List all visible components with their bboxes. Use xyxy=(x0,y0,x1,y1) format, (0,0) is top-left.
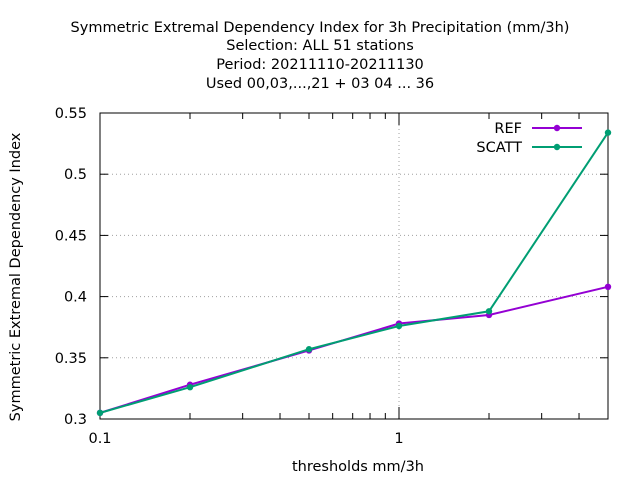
axes: 0.3 0.35 0.4 0.45 0.5 0.55 0.1 1 xyxy=(55,106,609,447)
chart-title-line-3: Period: 20211110-20211130 xyxy=(216,57,424,73)
chart-title-line-2: Selection: ALL 51 stations xyxy=(226,38,414,54)
data-point xyxy=(96,409,104,417)
series-line xyxy=(99,285,609,414)
legend: REF SCATT xyxy=(476,121,582,156)
chart-title-line-4: Used 00,03,...,21 + 03 04 ... 36 xyxy=(205,76,435,92)
x-tick-label: 0.1 xyxy=(88,431,111,447)
legend-label: REF xyxy=(494,121,522,137)
y-tick-label: 0.45 xyxy=(55,228,87,244)
series-line xyxy=(99,132,609,414)
series-ref xyxy=(96,283,612,417)
data-point xyxy=(395,322,403,330)
legend-marker xyxy=(553,124,561,132)
data-point xyxy=(186,383,194,391)
x-axis-title: thresholds mm/3h xyxy=(292,459,424,475)
plot-frame xyxy=(99,112,609,420)
chart-title-line-1: Symmetric Extremal Dependency Index for … xyxy=(70,20,570,36)
legend-label: SCATT xyxy=(476,140,522,156)
y-axis-title: Symmetric Extremal Dependency Index xyxy=(8,132,24,421)
y-tick-label: 0.35 xyxy=(55,351,87,367)
y-tick-label: 0.5 xyxy=(64,167,87,183)
series-layer xyxy=(96,129,612,417)
y-tick-label: 0.3 xyxy=(64,412,87,428)
data-point xyxy=(485,308,493,315)
x-tick-label: 1 xyxy=(394,431,403,447)
data-point xyxy=(305,346,313,353)
grid xyxy=(100,113,608,419)
y-tick-label: 0.55 xyxy=(55,106,87,122)
series-scatt xyxy=(96,129,612,417)
data-point xyxy=(604,283,612,291)
y-tick-label: 0.4 xyxy=(64,290,87,306)
legend-marker xyxy=(553,143,561,151)
data-point xyxy=(604,129,612,136)
